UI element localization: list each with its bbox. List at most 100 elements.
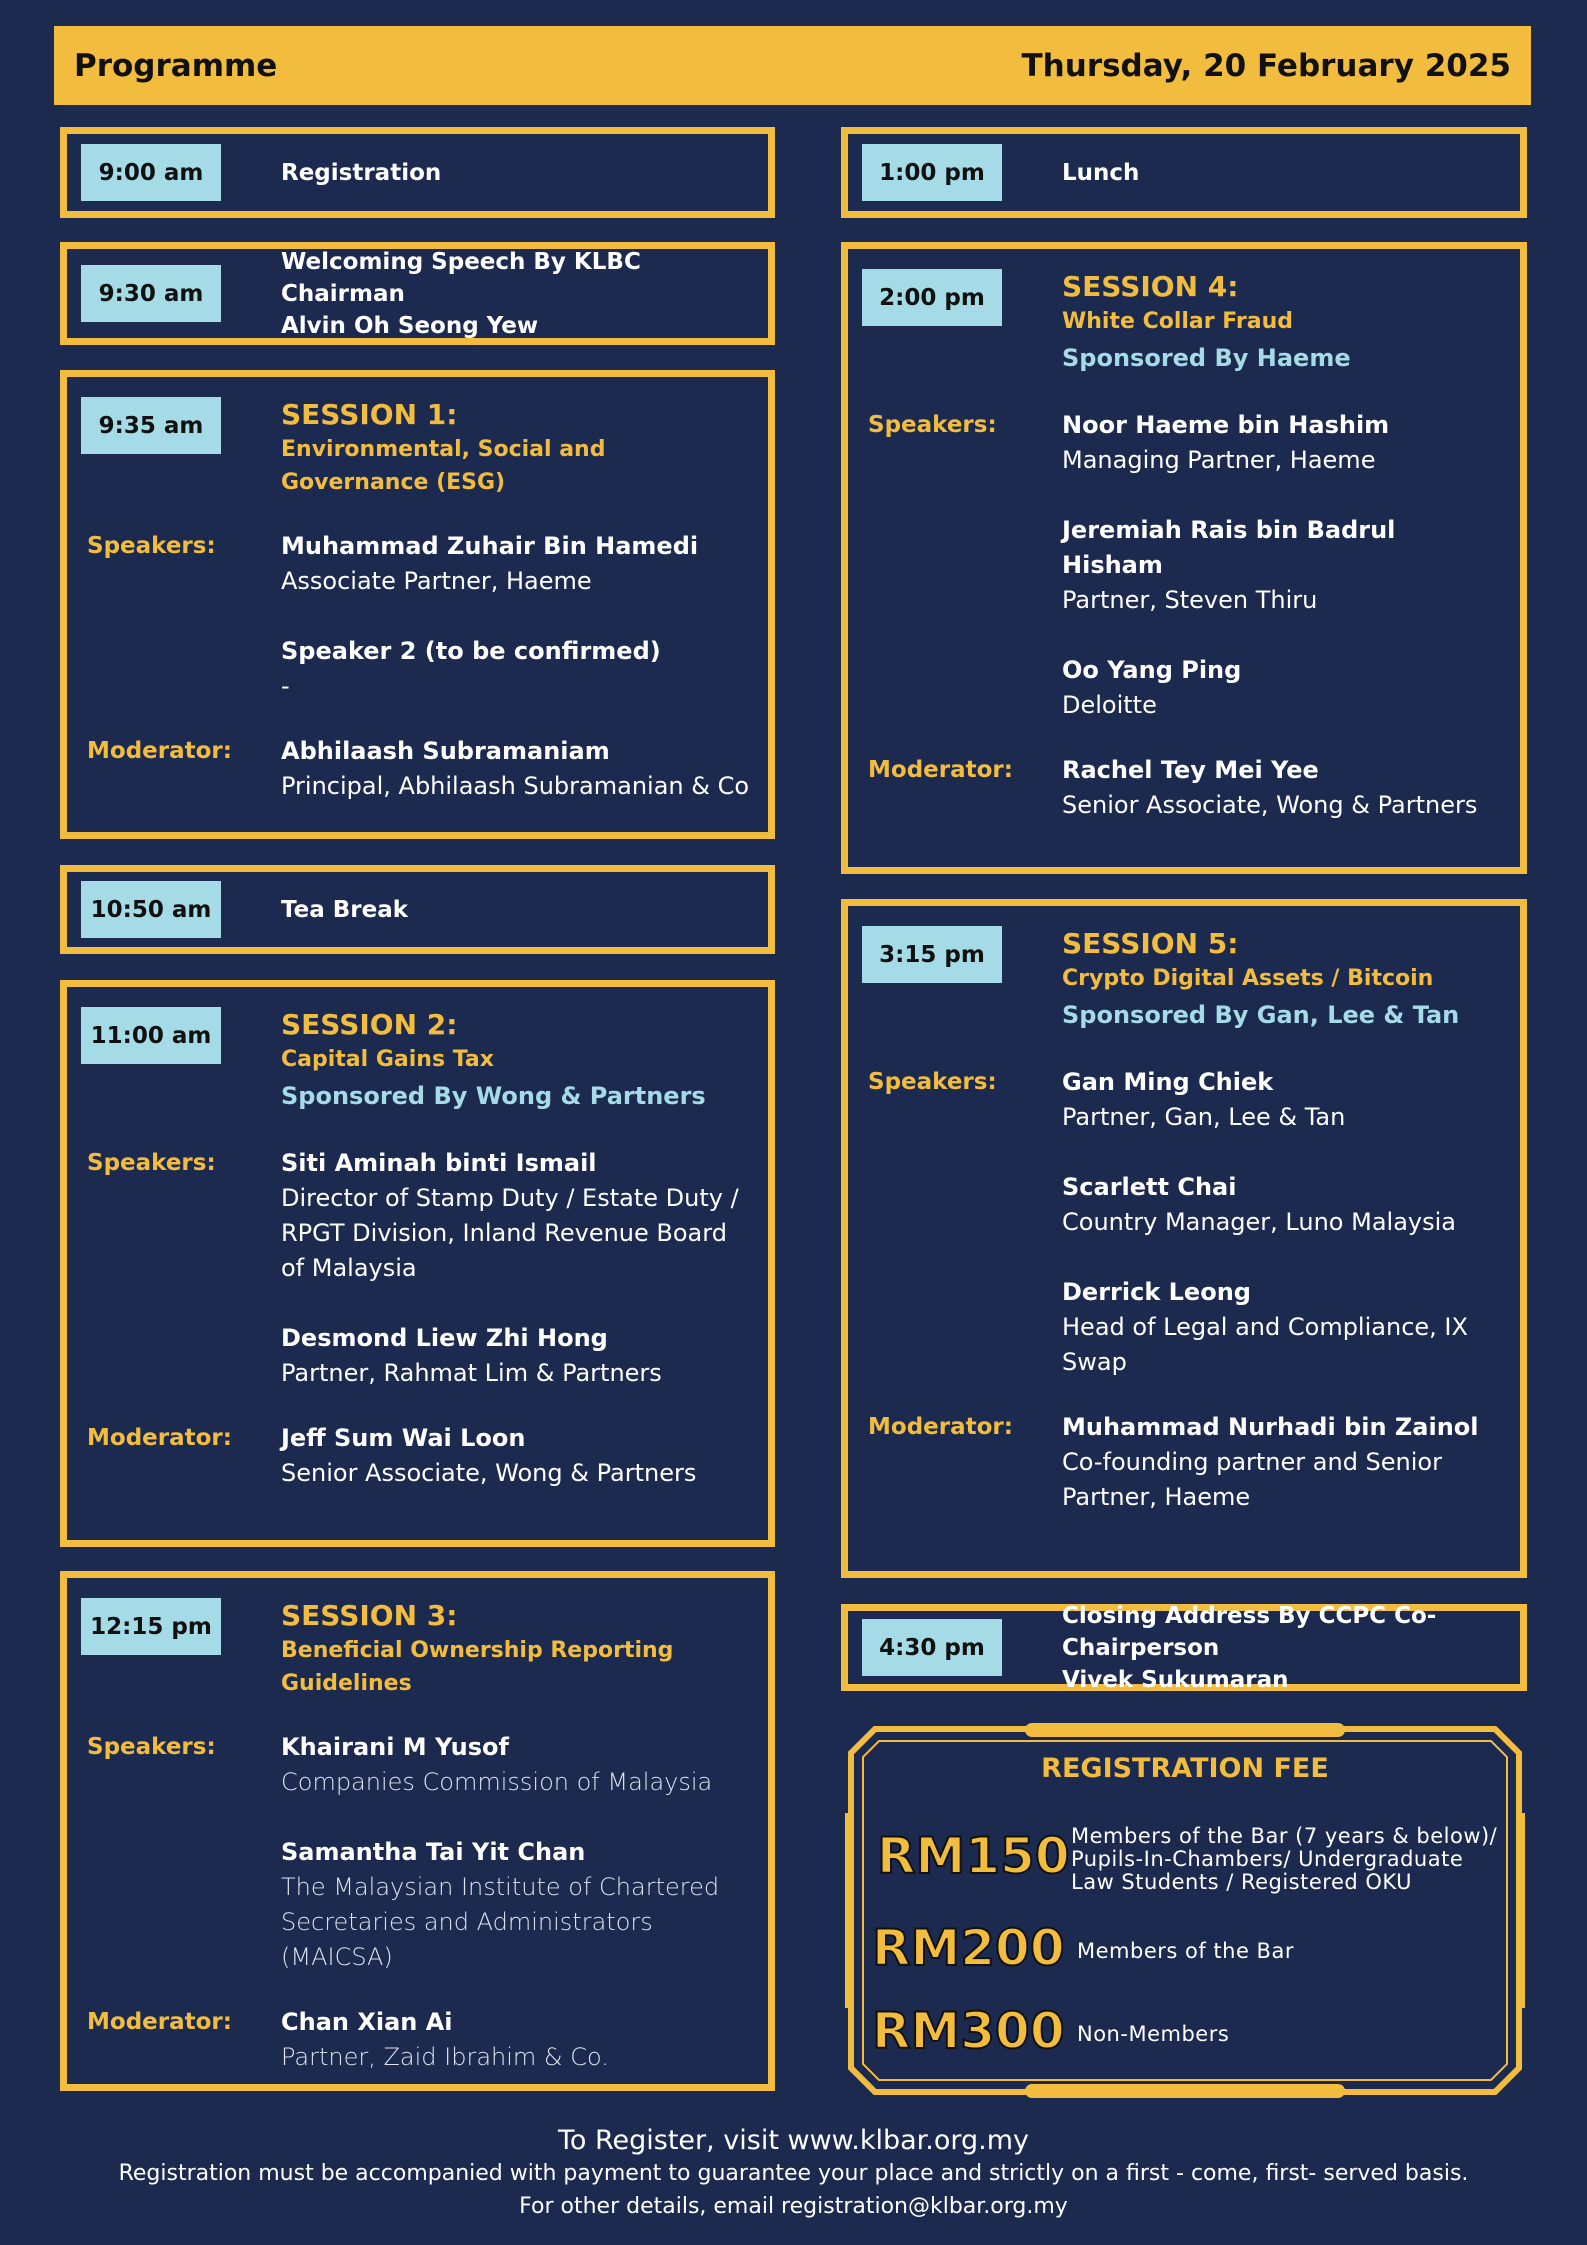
speaker-role: Director of Stamp Duty / Estate Duty / R… xyxy=(281,1184,739,1282)
speakers-label: Speakers: xyxy=(87,533,216,559)
time-badge: 9:00 am xyxy=(81,144,221,201)
moderator: Jeff Sum Wai Loon Senior Associate, Wong … xyxy=(281,1421,752,1491)
time-badge: 9:30 am xyxy=(81,265,221,322)
time-badge: 2:00 pm xyxy=(862,269,1002,326)
speaker-name: Jeremiah Rais bin Badrul Hisham xyxy=(1062,516,1396,579)
time-badge: 9:35 am xyxy=(81,397,221,454)
item-line: Welcoming Speech By KLBC Chairman xyxy=(281,248,641,307)
session-sponsor: Sponsored By Wong & Partners xyxy=(281,1082,706,1110)
session-number: SESSION 4: xyxy=(1062,270,1239,303)
item-line: Tea Break xyxy=(281,896,409,923)
item-text: Closing Address By CCPC Co-Chairperson Vi… xyxy=(1062,1600,1504,1696)
speaker: Speaker 2 (to be confirmed) - xyxy=(281,634,752,704)
speaker-name: Scarlett Chai xyxy=(1062,1173,1237,1201)
item-line: Vivek Sukumaran xyxy=(1062,1666,1289,1693)
speaker-list: Khairani M Yusof Companies Commission of … xyxy=(281,1730,752,1975)
moderator: Muhammad Nurhadi bin Zainol Co-founding p… xyxy=(1062,1410,1504,1515)
speaker-name: Speaker 2 (to be confirmed) xyxy=(281,637,661,665)
speakers-label: Speakers: xyxy=(868,1069,997,1095)
moderator-label: Moderator: xyxy=(868,1414,1013,1440)
moderator: Abhilaash Subramaniam Principal, Abhilaas… xyxy=(281,734,752,804)
footer-line: For other details, email registration@kl… xyxy=(519,2194,1068,2219)
fee-price: RM200 xyxy=(871,1918,1066,1978)
speaker: Samantha Tai Yit Chan The Malaysian Insti… xyxy=(281,1835,752,1975)
moderator-name: Muhammad Nurhadi bin Zainol xyxy=(1062,1413,1479,1441)
session-heading: SESSION 2: Capital Gains Tax Sponsored By … xyxy=(281,1007,752,1116)
session-number: SESSION 3: xyxy=(281,1599,458,1632)
speaker: Gan Ming Chiek Partner, Gan, Lee & Tan xyxy=(1062,1065,1504,1135)
footer-line: To Register, visit www.klbar.org.my xyxy=(557,2125,1030,2156)
speaker-role: Deloitte xyxy=(1062,691,1157,719)
header-date: Thursday, 20 February 2025 xyxy=(1021,47,1511,84)
speakers-label: Speakers: xyxy=(87,1150,216,1176)
time-badge: 3:15 pm xyxy=(862,926,1002,983)
session-box: 11:00 am SESSION 2: Capital Gains Tax Spons… xyxy=(60,980,775,1547)
agenda-item: 10:50 am Tea Break xyxy=(60,865,775,954)
fee-price: RM300 xyxy=(871,2001,1066,2061)
speaker: Khairani M Yusof Companies Commission of … xyxy=(281,1730,752,1800)
speaker-list: Noor Haeme bin Hashim Managing Partner, H… xyxy=(1062,408,1504,723)
agenda-item: 9:30 am Welcoming Speech By KLBC Chairman… xyxy=(60,242,775,345)
header-title: Programme xyxy=(74,47,278,84)
session-box: 2:00 pm SESSION 4: White Collar Fraud Spons… xyxy=(841,242,1527,874)
session-sponsor: Sponsored By Gan, Lee & Tan xyxy=(1062,1001,1460,1029)
session-number: SESSION 5: xyxy=(1062,927,1239,960)
speaker-role: Partner, Rahmat Lim & Partners xyxy=(281,1359,662,1387)
speaker: Desmond Liew Zhi Hong Partner, Rahmat Lim… xyxy=(281,1321,752,1391)
time-badge: 10:50 am xyxy=(81,881,221,938)
item-line: Alvin Oh Seong Yew xyxy=(281,312,539,339)
session-topic: Beneficial Ownership Reporting Guideline… xyxy=(281,1638,674,1696)
speaker: Scarlett Chai Country Manager, Luno Malay… xyxy=(1062,1170,1504,1240)
speaker-role: Head of Legal and Compliance, IX Swap xyxy=(1062,1313,1468,1376)
moderator-label: Moderator: xyxy=(868,757,1013,783)
speaker-list: Gan Ming Chiek Partner, Gan, Lee & Tan Sca… xyxy=(1062,1065,1504,1380)
moderator-label: Moderator: xyxy=(87,2009,232,2035)
speaker-role: Associate Partner, Haeme xyxy=(281,567,592,595)
session-heading: SESSION 1: Environmental, Social and Gove… xyxy=(281,397,752,499)
session-topic: Capital Gains Tax xyxy=(281,1047,494,1072)
speaker: Siti Aminah binti Ismail Director of Stam… xyxy=(281,1146,752,1286)
speaker: Derrick Leong Head of Legal and Complianc… xyxy=(1062,1275,1504,1380)
fee-description: Members of the Bar xyxy=(1077,1938,1294,1963)
item-text: Lunch xyxy=(1062,157,1504,189)
fee-description: Non-Members xyxy=(1077,2021,1230,2046)
speaker-role: Country Manager, Luno Malaysia xyxy=(1062,1208,1456,1236)
time-badge: 1:00 pm xyxy=(862,144,1002,201)
speaker-list: Siti Aminah binti Ismail Director of Stam… xyxy=(281,1146,752,1391)
moderator-label: Moderator: xyxy=(87,738,232,764)
moderator: Rachel Tey Mei Yee Senior Associate, Wong… xyxy=(1062,753,1504,823)
item-line: Lunch xyxy=(1062,159,1140,186)
speaker-name: Khairani M Yusof xyxy=(281,1733,509,1761)
moderator-role: Principal, Abhilaash Subramanian & Co xyxy=(281,772,750,800)
speaker-name: Gan Ming Chiek xyxy=(1062,1068,1274,1096)
moderator-name: Jeff Sum Wai Loon xyxy=(281,1424,526,1452)
fee-title: REGISTRATION FEE xyxy=(1041,1753,1329,1784)
fee-price: RM150 xyxy=(876,1826,1071,1886)
speaker-name: Desmond Liew Zhi Hong xyxy=(281,1324,608,1352)
session-heading: SESSION 3: Beneficial Ownership Reporting… xyxy=(281,1598,752,1700)
session-topic: White Collar Fraud xyxy=(1062,309,1293,334)
speaker: Jeremiah Rais bin Badrul Hisham Partner, … xyxy=(1062,513,1504,618)
moderator-name: Rachel Tey Mei Yee xyxy=(1062,756,1319,784)
speaker-role: Partner, Gan, Lee & Tan xyxy=(1062,1103,1346,1131)
speaker-name: Noor Haeme bin Hashim xyxy=(1062,411,1390,439)
session-topic: Crypto Digital Assets / Bitcoin xyxy=(1062,966,1434,991)
moderator-name: Chan Xian Ai xyxy=(281,2008,453,2036)
speaker-role: Partner, Steven Thiru xyxy=(1062,586,1318,614)
agenda-item: 9:00 am Registration xyxy=(60,127,775,218)
fee-frame xyxy=(845,1723,1525,2098)
speaker-name: Siti Aminah binti Ismail xyxy=(281,1149,597,1177)
speaker-name: Oo Yang Ping xyxy=(1062,656,1242,684)
time-badge: 12:15 pm xyxy=(81,1598,221,1655)
item-text: Welcoming Speech By KLBC Chairman Alvin O… xyxy=(281,246,752,342)
speaker: Oo Yang Ping Deloitte xyxy=(1062,653,1504,723)
speakers-label: Speakers: xyxy=(87,1734,216,1760)
speaker: Muhammad Zuhair Bin Hamedi Associate Part… xyxy=(281,529,752,599)
session-number: SESSION 2: xyxy=(281,1008,458,1041)
session-heading: SESSION 5: Crypto Digital Assets / Bitcoi… xyxy=(1062,926,1504,1035)
session-box: 3:15 pm SESSION 5: Crypto Digital Assets /… xyxy=(841,899,1527,1578)
item-line: Closing Address By CCPC Co-Chairperson xyxy=(1062,1602,1437,1661)
item-line: Registration xyxy=(281,159,442,186)
speaker-role: Managing Partner, Haeme xyxy=(1062,446,1376,474)
